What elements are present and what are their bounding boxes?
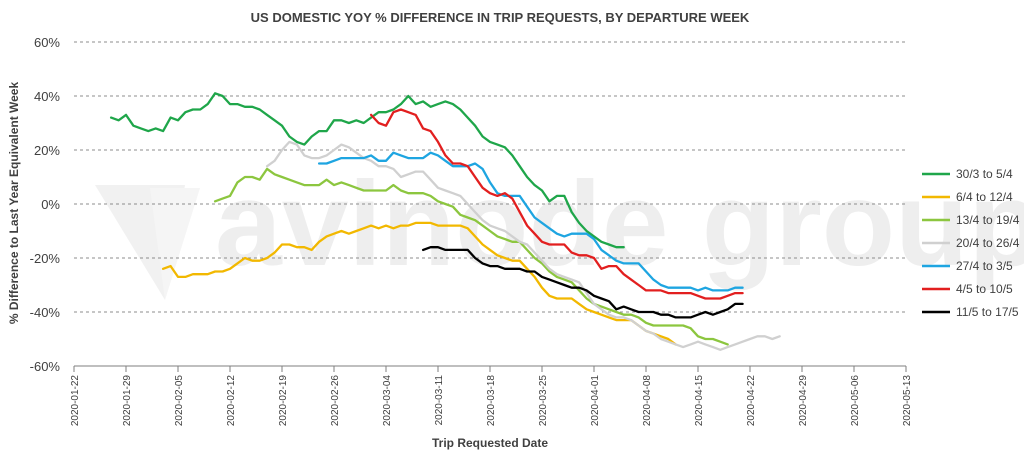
legend-label: 13/4 to 19/4: [956, 213, 1020, 227]
x-tick-label: 2020-02-19: [278, 375, 289, 427]
legend: 30/3 to 5/4 6/4 to 12/4 13/4 to 19/4 20/4 t…: [922, 167, 1020, 319]
x-tick-label: 2020-04-01: [590, 375, 601, 427]
x-tick-label: 2020-03-11: [434, 375, 445, 426]
x-axis: 2020-01-22 2020-01-29 2020-02-05 2020-02-12…: [70, 365, 913, 427]
legend-label: 27/4 to 3/5: [956, 259, 1013, 273]
series-line: [109, 92, 625, 249]
legend-label: 6/4 to 12/4: [956, 190, 1013, 204]
watermark-logo-shape-2: [150, 188, 200, 300]
series-line: [161, 221, 677, 346]
series-line: [317, 151, 744, 292]
x-axis-label: Trip Requested Date: [432, 436, 548, 450]
x-tick-label: 2020-03-18: [486, 375, 497, 427]
x-tick-label: 2020-02-05: [174, 375, 185, 427]
series-line: [213, 167, 729, 346]
x-tick-label: 2020-04-15: [694, 375, 705, 427]
series-line: [369, 108, 744, 300]
x-tick-label: 2020-01-22: [70, 375, 81, 427]
legend-label: 30/3 to 5/4: [956, 167, 1013, 181]
x-tick-label: 2020-01-29: [122, 375, 133, 427]
y-tick-label: -20%: [30, 251, 61, 266]
x-tick-label: 2020-05-13: [902, 375, 913, 427]
y-axis-label: % Difference to Last Year Equivalent Wee…: [7, 82, 21, 325]
legend-label: 20/4 to 26/4: [956, 236, 1020, 250]
x-tick-label: 2020-04-29: [798, 375, 809, 427]
series-line: [265, 140, 781, 351]
y-tick-label: -40%: [30, 305, 61, 320]
legend-label: 4/5 to 10/5: [956, 282, 1013, 296]
y-tick-label: -60%: [30, 359, 61, 374]
y-axis-ticks: 60% 40% 20% 0% -20% -40% -60%: [30, 35, 61, 374]
y-tick-label: 20%: [34, 143, 60, 158]
x-tick-label: 2020-05-06: [850, 375, 861, 427]
series-line: [421, 246, 744, 319]
chart-title: US DOMESTIC YOY % DIFFERENCE IN TRIP REQ…: [251, 10, 750, 25]
x-tick-label: 2020-03-25: [538, 375, 549, 427]
x-tick-label: 2020-02-12: [226, 375, 237, 427]
y-tick-label: 40%: [34, 89, 60, 104]
series-group: [109, 92, 781, 351]
x-tick-label: 2020-04-22: [746, 375, 757, 427]
y-tick-label: 60%: [34, 35, 60, 50]
x-tick-label: 2020-02-26: [330, 375, 341, 427]
legend-label: 11/5 to 17/5: [956, 305, 1019, 319]
x-tick-label: 2020-04-08: [642, 375, 653, 427]
y-tick-label: 0%: [41, 197, 60, 212]
x-tick-label: 2020-03-04: [382, 375, 393, 427]
